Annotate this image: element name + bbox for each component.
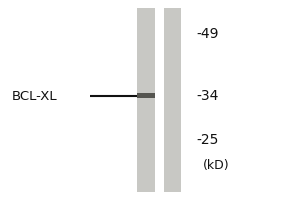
Text: -49: -49 xyxy=(196,27,219,41)
Bar xyxy=(164,8,181,192)
Text: -25: -25 xyxy=(196,133,219,147)
Bar xyxy=(136,8,154,192)
Text: (kD): (kD) xyxy=(202,160,229,172)
Text: -34: -34 xyxy=(196,89,219,103)
Bar xyxy=(136,93,154,98)
Text: BCL-XL: BCL-XL xyxy=(12,90,58,102)
